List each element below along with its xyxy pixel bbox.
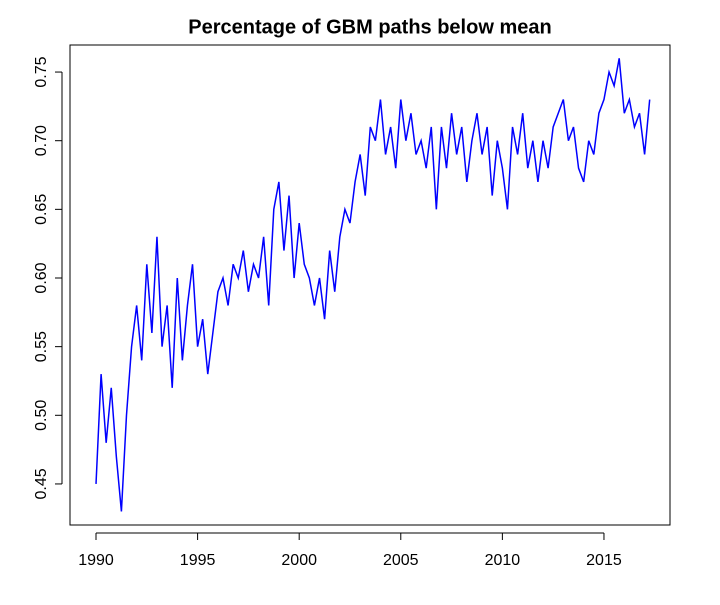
y-tick-label: 0.55: [33, 331, 50, 362]
x-tick-label: 2005: [383, 552, 419, 569]
chart-title: Percentage of GBM paths below mean: [188, 16, 551, 38]
plot-box: [69, 44, 671, 526]
data-line: [95, 58, 651, 512]
x-tick-label: 2015: [586, 552, 622, 569]
y-tick-label: 0.45: [33, 468, 50, 499]
x-tick-label: 2000: [281, 552, 317, 569]
y-tick-label: 0.60: [33, 262, 50, 293]
y-tick-label: 0.65: [33, 194, 50, 225]
x-tick-label: 1995: [180, 552, 216, 569]
x-tick-label: 1990: [78, 552, 114, 569]
y-tick-label: 0.75: [33, 56, 50, 87]
y-tick-label: 0.50: [33, 400, 50, 431]
x-tick-label: 2010: [485, 552, 521, 569]
y-tick-label: 0.70: [33, 125, 50, 156]
